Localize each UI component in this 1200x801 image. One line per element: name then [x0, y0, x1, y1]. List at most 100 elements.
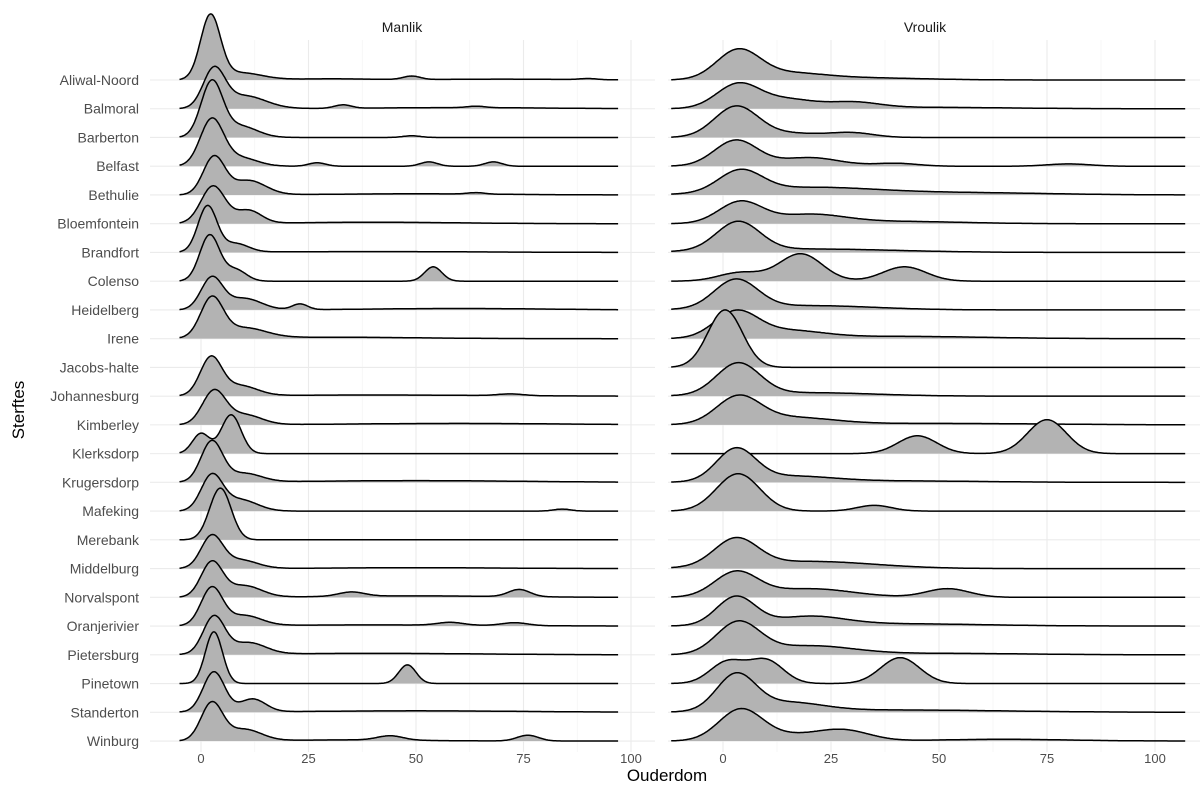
- x-axis-title: Ouderdom: [627, 766, 707, 785]
- x-tick-label: 0: [197, 751, 204, 766]
- y-category-label: Heidelberg: [71, 302, 139, 318]
- panel-title: Vroulik: [904, 19, 947, 35]
- ridge-line-irene: [671, 309, 1186, 340]
- x-tick-label: 75: [516, 751, 530, 766]
- ridge-fill-belfast: [671, 139, 1186, 167]
- ridge-fill-merebank: [179, 488, 619, 540]
- panel-title: Manlik: [382, 19, 423, 35]
- ridge-fill-standerton: [179, 671, 619, 713]
- ridge-line-irene: [179, 295, 619, 340]
- y-category-label: Krugersdorp: [62, 474, 139, 490]
- ridge-line-brandfort: [671, 220, 1186, 254]
- ridge-line-colenso: [179, 233, 619, 282]
- ridge-line-standerton: [179, 670, 619, 713]
- ridge-fill-krugersdorp: [671, 447, 1186, 483]
- ridge-line-mafeking: [671, 472, 1186, 512]
- y-category-label: Winburg: [87, 733, 139, 749]
- ridge-line-jacobs-halte: [671, 309, 1186, 369]
- x-tick-label: 75: [1040, 751, 1054, 766]
- ridge-line-pietersburg: [179, 614, 619, 656]
- ridge-line-balmoral: [179, 65, 619, 110]
- y-category-label: Irene: [107, 331, 139, 347]
- ridge-line-norvalspont: [671, 570, 1186, 599]
- ridge-line-kimberley: [179, 388, 619, 426]
- ridge-line-bloemfontein: [179, 185, 619, 225]
- ridge-line-winburg: [671, 707, 1186, 742]
- ridge-fill-aliwal-noord: [179, 13, 619, 80]
- y-category-label: Barberton: [78, 129, 139, 145]
- ridge-fill-pietersburg: [179, 615, 619, 655]
- ridge-fill-winburg: [671, 708, 1186, 742]
- y-category-label: Bethulie: [88, 187, 139, 203]
- ridge-fill-pinetown: [179, 631, 619, 684]
- ridge-line-bethulie: [671, 168, 1186, 196]
- ridge-line-colenso: [671, 252, 1186, 282]
- ridge-fill-winburg: [179, 701, 619, 742]
- ridge-fill-bethulie: [179, 155, 619, 195]
- y-category-label: Colenso: [88, 273, 140, 289]
- y-category-label: Balmoral: [84, 101, 139, 117]
- y-category-label: Bloemfontein: [57, 216, 139, 232]
- y-category-label: Standerton: [71, 704, 140, 720]
- ridge-line-aliwal-noord: [179, 13, 619, 81]
- y-category-label: Merebank: [77, 532, 140, 548]
- ridge-line-pinetown: [179, 631, 619, 685]
- ridge-line-winburg: [179, 700, 619, 742]
- ridge-fill-standerton: [671, 672, 1186, 713]
- ridge-line-pietersburg: [671, 620, 1186, 656]
- y-category-label: Mafeking: [82, 503, 139, 519]
- ridge-fill-heidelberg: [671, 278, 1186, 310]
- ridge-line-heidelberg: [671, 278, 1186, 311]
- ridge-fill-middelburg: [671, 537, 1186, 569]
- ridge-line-mafeking: [179, 472, 619, 512]
- ridge-fill-colenso: [179, 234, 619, 282]
- labels: Manlik 0 25 50 75 100 Vroulik 0 25 50 75 100 Aliwal-…: [50, 19, 1166, 766]
- ridge-fill-oranjerivier: [179, 586, 619, 627]
- ridge-fill-krugersdorp: [179, 440, 619, 483]
- ridge-fill-mafeking: [671, 473, 1186, 512]
- y-category-label: Brandfort: [81, 244, 139, 260]
- ridge-line-middelburg: [671, 536, 1186, 570]
- x-tick-label: 50: [932, 751, 946, 766]
- ridges: [179, 13, 1186, 742]
- ridge-line-krugersdorp: [671, 446, 1186, 484]
- ridge-line-oranjerivier: [671, 595, 1186, 627]
- ridge-fill-aliwal-noord: [671, 48, 1186, 80]
- ridge-fill-bethulie: [671, 169, 1186, 195]
- ridge-line-barberton: [179, 79, 619, 139]
- ridge-fill-norvalspont: [671, 570, 1186, 598]
- ridge-line-bethulie: [179, 154, 619, 196]
- ridge-fill-klerksdorp: [179, 414, 619, 454]
- y-category-label: Middelburg: [70, 561, 139, 577]
- ridge-line-klerksdorp: [671, 418, 1186, 455]
- ridge-line-aliwal-noord: [671, 47, 1186, 81]
- y-category-label: Pinetown: [81, 676, 139, 692]
- x-tick-label: 50: [409, 751, 423, 766]
- ridge-line-bloemfontein: [671, 200, 1186, 225]
- ridge-fill-balmoral: [671, 82, 1186, 109]
- y-category-label: Oranjerivier: [67, 618, 140, 634]
- ridge-line-oranjerivier: [179, 585, 619, 627]
- ridge-fill-johannesburg: [671, 362, 1186, 397]
- ridge-line-krugersdorp: [179, 439, 619, 483]
- ridge-line-standerton: [671, 671, 1186, 713]
- ridge-fill-heidelberg: [179, 276, 619, 310]
- x-tick-label: 25: [301, 751, 315, 766]
- ridge-fill-klerksdorp: [671, 419, 1186, 454]
- ridge-fill-middelburg: [179, 534, 619, 569]
- y-category-label: Belfast: [96, 158, 139, 174]
- x-tick-label: 100: [620, 751, 642, 766]
- ridge-fill-bloemfontein: [671, 200, 1186, 224]
- ridge-fill-brandfort: [179, 205, 619, 253]
- ridge-line-johannesburg: [671, 361, 1186, 397]
- y-category-label: Jacobs-halte: [60, 359, 140, 375]
- ridge-fill-pietersburg: [671, 620, 1186, 655]
- ridge-fill-johannesburg: [179, 355, 619, 397]
- ridge-line-klerksdorp: [179, 414, 619, 455]
- ridge-fill-kimberley: [179, 389, 619, 425]
- ridge-fill-belfast: [179, 117, 619, 167]
- x-tick-label: 100: [1144, 751, 1166, 766]
- ridge-fill-oranjerivier: [671, 596, 1186, 627]
- y-category-label: Klerksdorp: [72, 446, 139, 462]
- ridge-line-balmoral: [671, 81, 1186, 110]
